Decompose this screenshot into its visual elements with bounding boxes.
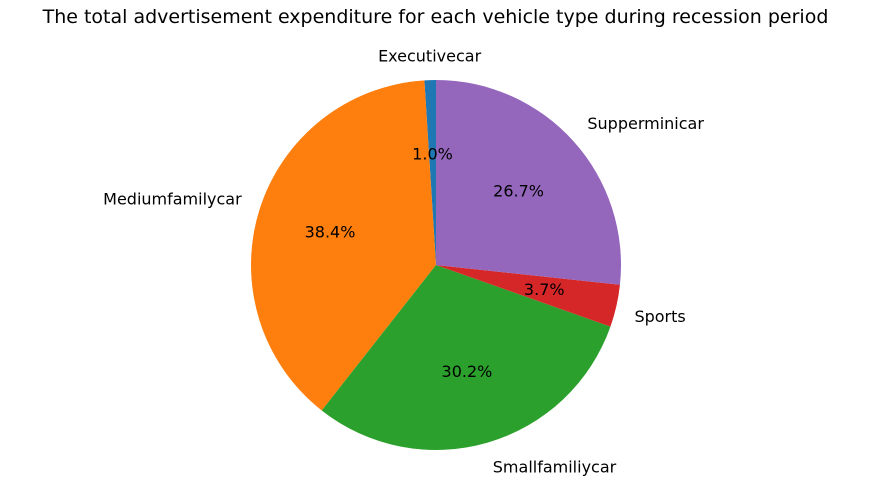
pie-pct-label: 30.2% [442,362,493,381]
pie-pct-label: 1.0% [412,145,453,164]
pie-labels: 1.0% Executivecar 38.4% Mediumfamilycar 30.2… [103,47,704,477]
pie-category-label: Mediumfamilycar [103,190,242,209]
pie-pct-label: 38.4% [305,223,356,242]
pie-pct-label: 26.7% [493,181,544,200]
pie-category-label: Executivecar [378,47,482,66]
chart-title: The total advertisement expenditure for … [42,6,829,28]
pie-category-label: Sports [634,307,685,326]
pie-slices [251,79,622,450]
pie-slice-smallfamiliycar [321,265,611,450]
pie-slice-sports [436,265,620,327]
pie-pct-label: 3.7% [524,280,565,299]
pie-slice-mediumfamilycar [251,80,436,411]
pie-slice-supperminicar [436,79,622,285]
pie-category-label: Smallfamiliycar [493,457,617,476]
pie-slice-executivecar [424,80,436,265]
pie-category-label: Supperminicar [587,114,704,133]
